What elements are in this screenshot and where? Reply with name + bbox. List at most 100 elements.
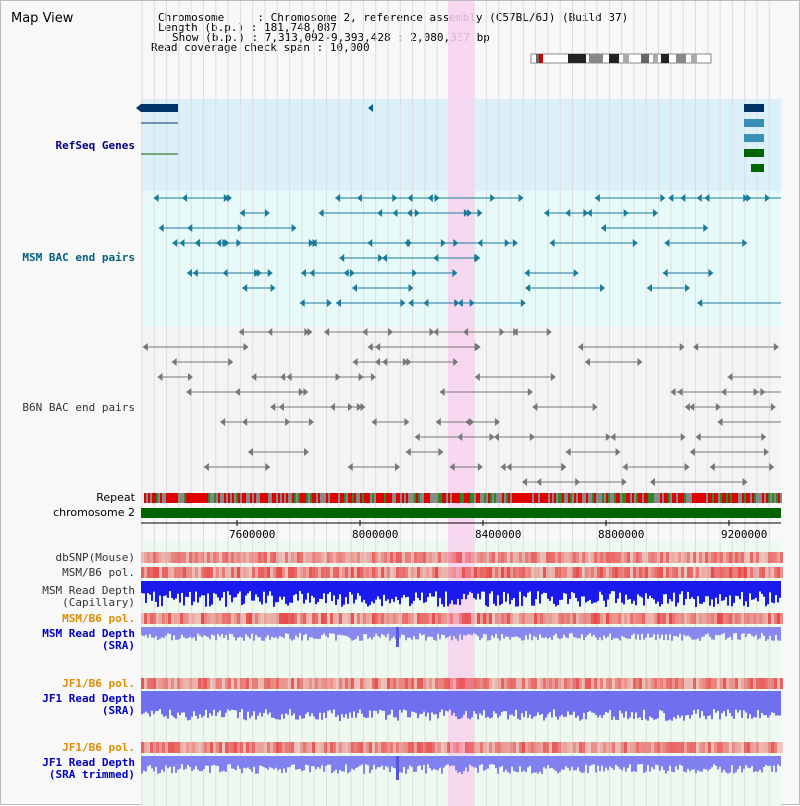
jf1-depth-trim-bar	[223, 756, 225, 771]
jf1-b6-pol-cell	[555, 742, 558, 753]
repeat-block	[424, 493, 426, 503]
jf1-b6-pol-cell	[621, 742, 624, 753]
msm-depth-capillary-bar	[701, 581, 703, 604]
msm-depth-sra-bar	[777, 627, 779, 641]
jf1-depth-trim-bar	[305, 756, 307, 765]
jf1-depth-sra-bar	[601, 691, 603, 718]
jf1-b6-pol-cell	[216, 742, 219, 753]
dbsnp-cell	[738, 552, 741, 563]
dbsnp-cell	[522, 552, 525, 563]
jf1-b6-pol-cell	[588, 678, 591, 689]
msm-b6-pol-cell	[405, 567, 408, 578]
jf1-depth-trim-bar	[307, 756, 309, 766]
jf1-b6-pol-cell	[393, 742, 396, 753]
jf1-depth-trim-bar	[315, 756, 317, 770]
jf1-b6-pol-cell	[330, 742, 333, 753]
jf1-b6-pol-cell	[672, 742, 675, 753]
jf1-depth-trim-bar	[417, 756, 419, 767]
jf1-depth-trim-bar	[435, 756, 437, 770]
msm-b6-pol-cell	[354, 613, 357, 624]
dbsnp-cell	[153, 552, 156, 563]
jf1-b6-pol-cell	[300, 742, 303, 753]
msm-depth-sra-bar	[253, 627, 255, 641]
jf1-depth-sra-bar	[289, 691, 291, 710]
msm-depth-sra-bar	[369, 627, 371, 638]
jf1-b6-pol-cell	[156, 742, 159, 753]
msm-depth-sra-bar	[757, 627, 759, 640]
msm-depth-sra-bar	[189, 627, 191, 637]
msm-b6-pol-cell	[192, 567, 195, 578]
jf1-depth-sra-bar	[189, 691, 191, 720]
jf1-depth-sra-bar	[477, 691, 479, 720]
repeat-block	[170, 493, 172, 503]
msm-depth-capillary-bar	[387, 581, 389, 600]
jf1-depth-trim-bar	[211, 756, 213, 766]
jf1-b6-pol-cell	[603, 678, 606, 689]
jf1-b6-pol-cell	[177, 742, 180, 753]
jf1-depth-trim-bar	[335, 756, 337, 770]
jf1-depth-sra-bar	[703, 691, 705, 716]
jf1-b6-pol-cell	[372, 678, 375, 689]
jf1-depth-trim-bar	[763, 756, 765, 767]
repeat-block	[718, 493, 720, 503]
jf1-depth-sra-bar	[739, 691, 741, 711]
jf1-depth-trim-bar	[191, 756, 193, 772]
jf1-depth-sra-bar	[509, 691, 511, 715]
msm-b6-pol-cell	[591, 567, 594, 578]
msm-b6-pol-cell	[654, 613, 657, 624]
msm-depth-sra-bar	[597, 627, 599, 641]
msm-b6-pol-cell	[570, 567, 573, 578]
jf1-b6-pol-cell	[267, 742, 270, 753]
msm-bac-pair-end	[299, 299, 305, 307]
msm-depth-sra-bar	[479, 627, 481, 641]
jf1-depth-trim-bar	[705, 756, 707, 770]
repeat-block	[748, 493, 750, 503]
repeat-block	[234, 493, 236, 503]
repeat-block	[500, 493, 502, 503]
jf1-depth-trim-bar	[639, 756, 641, 765]
msm-depth-sra-bar	[599, 627, 601, 638]
msm-depth-capillary-bar	[143, 581, 145, 594]
msm-depth-sra-bar	[487, 627, 489, 641]
jf1-b6-pol-cell	[165, 678, 168, 689]
msm-b6-pol-cell	[615, 567, 618, 578]
msm-depth-sra-bar	[695, 627, 697, 640]
refseq-gene	[751, 164, 764, 172]
msm-depth-capillary-bar	[669, 581, 671, 600]
jf1-depth-trim-bar	[465, 756, 467, 768]
jf1-b6-pol-cell	[669, 742, 672, 753]
msm-b6-pol-cell	[555, 613, 558, 624]
jf1-depth-sra-bar	[549, 691, 551, 713]
msm-depth-capillary-bar	[375, 581, 377, 600]
jf1-depth-sra-bar	[469, 691, 471, 720]
jf1-depth-trim-bar	[651, 756, 653, 768]
dbsnp-cell	[177, 552, 180, 563]
msm-depth-capillary-bar	[183, 581, 185, 606]
jf1-b6-pol-cell	[504, 742, 507, 753]
msm-depth-sra-bar	[635, 627, 637, 640]
msm-bac-pair-end	[653, 209, 659, 217]
jf1-depth-trim-bar	[171, 756, 173, 774]
repeat-block	[488, 493, 490, 503]
dbsnp-cell	[315, 552, 318, 563]
repeat-block	[168, 493, 170, 503]
repeat-block	[512, 493, 514, 503]
msm-b6-pol-cell	[264, 567, 267, 578]
repeat-block	[198, 493, 200, 503]
jf1-b6-pol-cell	[255, 678, 258, 689]
msm-depth-sra-bar	[543, 627, 545, 638]
msm-depth-sra-bar	[327, 627, 329, 638]
msm-depth-sra-bar	[527, 627, 529, 640]
msm-depth-capillary-bar	[767, 581, 769, 605]
msm-depth-capillary-bar	[539, 581, 541, 604]
msm-depth-capillary-bar	[289, 581, 291, 603]
msm-bac-pair-end	[270, 284, 276, 292]
dbsnp-cell	[639, 552, 642, 563]
msm-b6-pol-cell	[573, 567, 576, 578]
msm-b6-pol-cell	[330, 567, 333, 578]
jf1-b6-pol-cell	[318, 678, 321, 689]
jf1-depth-sra-bar	[561, 691, 563, 715]
msm-depth-capillary-bar	[573, 581, 575, 594]
jf1-depth-trim-bar	[391, 756, 393, 767]
jf1-b6-pol-cell	[288, 742, 291, 753]
